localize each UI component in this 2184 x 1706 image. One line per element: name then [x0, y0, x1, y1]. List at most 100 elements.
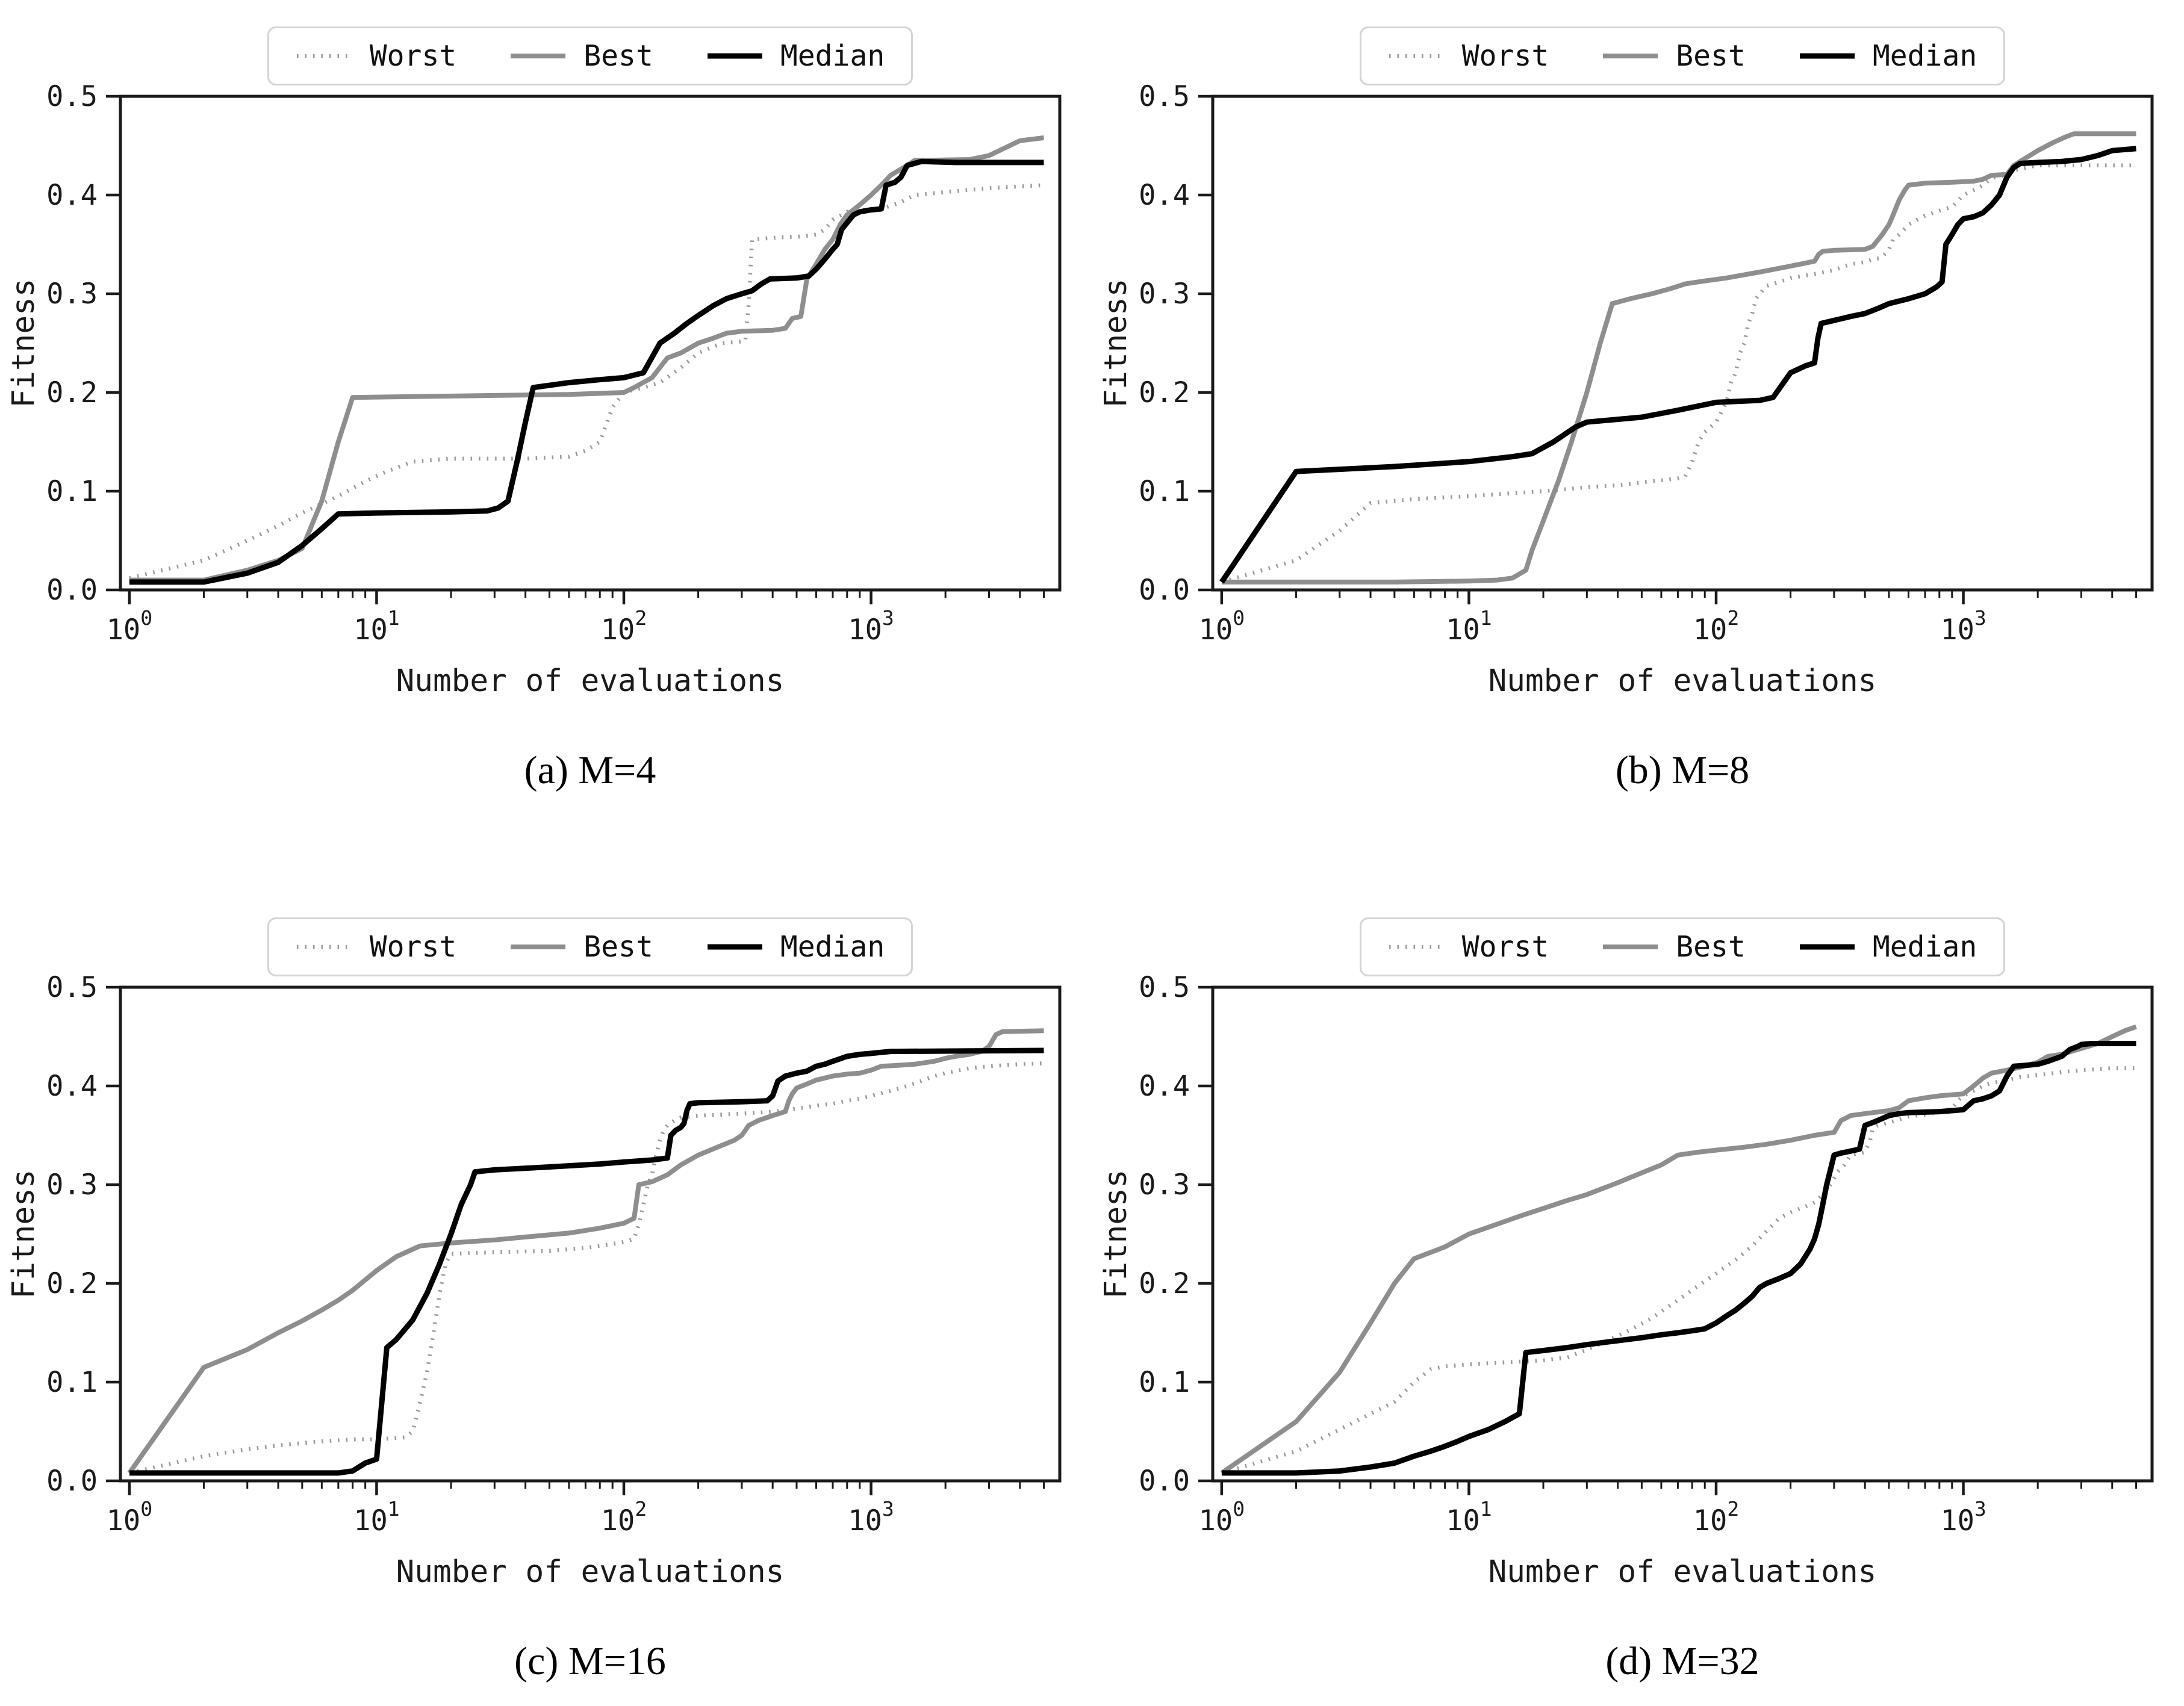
- y-tick-label: 0.5: [46, 80, 98, 113]
- legend-row: Worst Best Median: [120, 26, 1060, 85]
- median-series-line: [129, 1047, 1044, 1476]
- chart-panel-c: Worst Best Median 100 101 102 103 0.0 0.1 0.2 0…: [0, 891, 1092, 1706]
- best-series-line: [1221, 131, 2136, 585]
- y-tick-label: 0.5: [1139, 80, 1190, 113]
- chart-c-canvas: 100 101 102 103 0.0 0.1 0.2 0.3 0.4 0.5 Number of …: [6, 971, 1062, 1590]
- median-line-icon: [707, 53, 762, 59]
- x-axis-label: Number of evaluations: [396, 1554, 785, 1590]
- legend-label-best: Best: [1676, 930, 1746, 964]
- legend-label-worst: Worst: [369, 39, 457, 73]
- y-axis-label: Fitness: [6, 279, 42, 408]
- plot-border: [119, 95, 1062, 592]
- y-tick-label: 0.2: [46, 1267, 98, 1300]
- median-line-icon: [707, 944, 762, 950]
- x-tick-label: 100: [1199, 1497, 1245, 1537]
- caption-c: (c) M=16: [514, 1639, 666, 1683]
- x-tick-label: 102: [601, 606, 647, 647]
- y-tick-label: 0.4: [1139, 1070, 1190, 1103]
- median-line-icon: [1799, 944, 1855, 950]
- legend-label-best: Best: [583, 39, 653, 73]
- y-tick-label: 0.3: [1139, 278, 1190, 311]
- x-tick-label: 100: [107, 606, 152, 647]
- legend: Worst Best Median: [267, 26, 913, 85]
- legend-label-worst: Worst: [1461, 39, 1549, 73]
- median-series-line: [1219, 146, 2136, 584]
- y-tick-label: 0.0: [1139, 574, 1190, 607]
- x-axis-label: Number of evaluations: [1489, 663, 1877, 699]
- y-axis-label: Fitness: [1098, 1170, 1134, 1299]
- x-tick-label: 101: [1446, 1497, 1492, 1537]
- y-tick-label: 0.1: [1139, 1366, 1190, 1399]
- y-tick-label: 0.1: [46, 475, 98, 508]
- legend-label-best: Best: [1676, 39, 1746, 73]
- y-tick-label: 0.3: [46, 1168, 98, 1202]
- worst-line-icon: [1389, 54, 1444, 58]
- best-line-icon: [511, 945, 566, 949]
- median-series-line: [129, 158, 1044, 585]
- legend-item-best: Best: [509, 930, 653, 964]
- worst-series-line: [1221, 1066, 2136, 1475]
- x-tick-label: 103: [848, 1497, 894, 1537]
- y-tick-label: 0.3: [1139, 1168, 1190, 1202]
- y-tick-label: 0.5: [1139, 971, 1190, 1004]
- plot-border: [119, 985, 1062, 1483]
- y-tick-label: 0.0: [46, 574, 98, 607]
- legend-label-median: Median: [780, 39, 885, 73]
- legend-item-best: Best: [1602, 930, 1746, 964]
- caption-d: (d) M=32: [1605, 1639, 1759, 1683]
- chart-panel-a: Worst Best Median 100 101 102 103 0.0 0.1 0.2 0…: [0, 0, 1092, 891]
- x-tick-label: 101: [1446, 606, 1492, 647]
- legend-label-worst: Worst: [1461, 930, 1549, 964]
- chart-panel-d: Worst Best Median 100 101 102 103 0.0 0.1 0.2 0…: [1092, 891, 2184, 1706]
- x-tick-label: 100: [1199, 606, 1245, 647]
- plot-border: [1211, 95, 2154, 592]
- median-line-icon: [1799, 53, 1855, 59]
- legend-row: Worst Best Median: [1213, 917, 2152, 976]
- worst-line-icon: [296, 54, 352, 58]
- x-tick-label: 103: [1940, 1497, 1986, 1537]
- x-tick-label: 101: [353, 1497, 399, 1537]
- x-tick-label: 102: [601, 1497, 647, 1537]
- legend-item-median: Median: [706, 930, 885, 964]
- median-series-line: [1221, 1041, 2136, 1476]
- best-line-icon: [1603, 54, 1658, 58]
- best-line-icon: [511, 54, 566, 58]
- legend-item-median: Median: [1799, 930, 1977, 964]
- y-tick-label: 0.0: [1139, 1465, 1190, 1498]
- legend-item-worst: Worst: [296, 39, 457, 73]
- legend-item-median: Median: [1799, 39, 1977, 73]
- y-tick-label: 0.4: [46, 179, 98, 212]
- legend: Worst Best Median: [1359, 917, 2006, 976]
- chart-b-canvas: 100 101 102 103 0.0 0.1 0.2 0.3 0.4 0.5 Number of …: [1098, 80, 2154, 699]
- chart-d-canvas: 100 101 102 103 0.0 0.1 0.2 0.3 0.4 0.5 Number of …: [1098, 971, 2154, 1590]
- worst-series-line: [129, 1061, 1044, 1475]
- x-axis-label: Number of evaluations: [1489, 1554, 1877, 1590]
- legend-label-best: Best: [583, 930, 653, 964]
- x-tick-label: 102: [1693, 1497, 1739, 1537]
- y-tick-label: 0.5: [46, 971, 98, 1004]
- y-tick-label: 0.3: [46, 278, 98, 311]
- legend: Worst Best Median: [1359, 26, 2006, 85]
- legend-item-best: Best: [1602, 39, 1746, 73]
- legend-item-worst: Worst: [1388, 930, 1549, 964]
- y-axis-label: Fitness: [1098, 279, 1134, 408]
- legend-label-median: Median: [1872, 39, 1977, 73]
- x-tick-label: 102: [1693, 606, 1739, 647]
- y-tick-label: 0.1: [1139, 475, 1190, 508]
- y-tick-label: 0.1: [46, 1366, 98, 1399]
- chart-panel-b: Worst Best Median 100 101 102 103 0.0 0.1 0.2 0…: [1092, 0, 2184, 891]
- worst-line-icon: [1389, 945, 1444, 949]
- y-tick-label: 0.2: [46, 376, 98, 409]
- legend: Worst Best Median: [267, 917, 913, 976]
- legend-item-worst: Worst: [1388, 39, 1549, 73]
- y-axis-label: Fitness: [6, 1170, 42, 1299]
- x-tick-label: 103: [1940, 606, 1986, 647]
- caption-a: (a) M=4: [524, 748, 656, 792]
- y-tick-label: 0.0: [46, 1465, 98, 1498]
- legend-label-median: Median: [780, 930, 885, 964]
- legend-item-worst: Worst: [296, 930, 456, 964]
- y-tick-label: 0.4: [1139, 179, 1190, 212]
- legend-row: Worst Best Median: [120, 917, 1060, 976]
- x-tick-label: 100: [107, 1497, 152, 1537]
